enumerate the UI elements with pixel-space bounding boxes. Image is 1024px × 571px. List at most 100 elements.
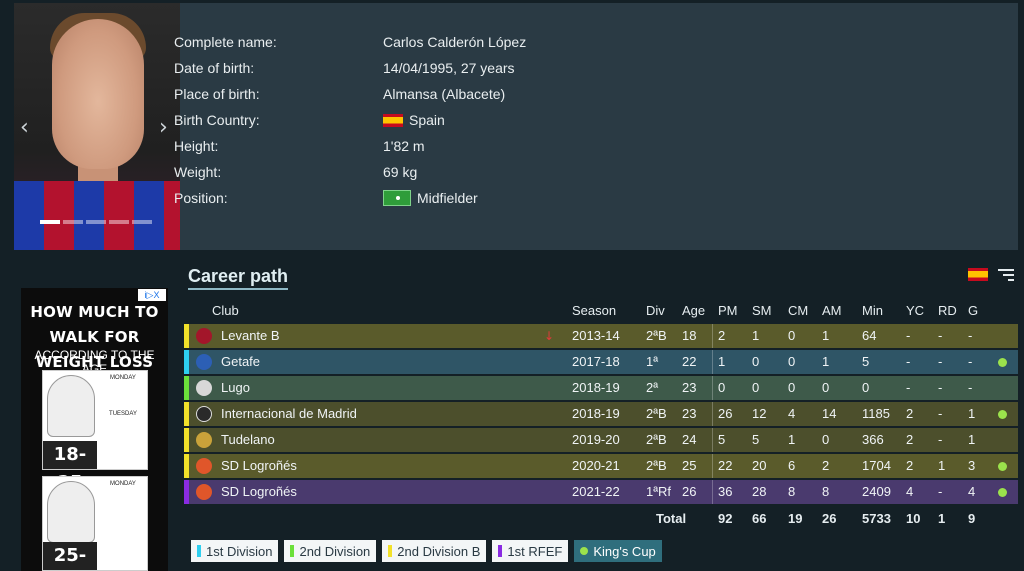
total-yc: 10 [906, 511, 921, 526]
col-sm[interactable]: SM [752, 303, 772, 318]
advertisement[interactable]: i▷X HOW MUCH TO WALK FOR WEIGHT LOSS ACC… [21, 288, 168, 571]
photo-face [52, 19, 144, 169]
club-name[interactable]: Levante B [221, 328, 280, 343]
photo-dot[interactable] [63, 220, 83, 224]
cell-yc: 2 [906, 406, 914, 421]
divider [712, 402, 713, 426]
filter-icon[interactable] [998, 268, 1014, 281]
cell-g: 4 [968, 484, 976, 499]
info-row-name: Complete name: Carlos Calderón López [174, 34, 974, 60]
photo-dot[interactable] [109, 220, 129, 224]
col-am[interactable]: AM [822, 303, 842, 318]
division-bar [184, 428, 189, 452]
info-label: Weight: [174, 164, 222, 180]
cell-div: 2ª [646, 380, 659, 395]
cell-div: 2ªB [646, 458, 667, 473]
cell-div: 1ªRf [646, 484, 672, 499]
total-pm: 92 [718, 511, 733, 526]
cell-rd: - [938, 484, 943, 499]
career-table: Levante B ↓ 2013-14 2ªB 18 2 1 0 1 64 - … [184, 324, 1018, 506]
col-yc[interactable]: YC [906, 303, 925, 318]
cell-sm: 1 [752, 328, 760, 343]
cell-yc: 2 [906, 458, 914, 473]
cell-min: 0 [862, 380, 870, 395]
cell-pm: 36 [718, 484, 733, 499]
table-row[interactable]: Internacional de Madrid 2018-19 2ªB 23 2… [184, 402, 1018, 426]
cell-rd: 1 [938, 458, 946, 473]
kings-cup-dot-icon [580, 547, 589, 555]
cell-age: 25 [682, 458, 697, 473]
ad-age: 18-25 [43, 441, 97, 493]
spain-flag-icon[interactable] [968, 268, 988, 281]
cell-cm: 6 [788, 458, 796, 473]
photo-dot[interactable] [86, 220, 106, 224]
cell-g: - [968, 354, 973, 369]
cell-sm: 12 [752, 406, 767, 421]
photo-pager [40, 220, 152, 224]
club-name[interactable]: Tudelano [221, 432, 275, 447]
legend-label: 2nd Division [299, 543, 371, 559]
loan-arrow-icon: ↓ [544, 329, 555, 343]
cell-div: 2ªB [646, 406, 667, 421]
col-rd[interactable]: RD [938, 303, 957, 318]
club-name[interactable]: Getafe [221, 354, 261, 369]
player-card: ‹ › [14, 3, 1018, 250]
cell-season: 2018-19 [572, 406, 620, 421]
col-cm[interactable]: CM [788, 303, 809, 318]
col-g[interactable]: G [968, 303, 979, 318]
body-figure-icon [47, 375, 95, 437]
col-min[interactable]: Min [862, 303, 883, 318]
legend-label: 1st RFEF [507, 543, 563, 559]
ad-choices-icon[interactable]: i▷X [138, 289, 166, 301]
info-value: Almansa (Albacete) [383, 86, 506, 102]
col-pm[interactable]: PM [718, 303, 738, 318]
table-row[interactable]: Getafe 2017-18 1ª 22 1 0 0 1 5 - - - [184, 350, 1018, 374]
cell-pm: 26 [718, 406, 733, 421]
info-label: Date of birth: [174, 60, 255, 76]
cell-min: 1704 [862, 458, 891, 473]
table-row[interactable]: Levante B ↓ 2013-14 2ªB 18 2 1 0 1 64 - … [184, 324, 1018, 348]
ad-age: 25-35 [43, 542, 97, 570]
col-div[interactable]: Div [646, 303, 665, 318]
ad-panel: MONDAY 25-35 [42, 476, 148, 571]
total-sm: 66 [752, 511, 767, 526]
country-name: Spain [409, 112, 445, 128]
col-age[interactable]: Age [682, 303, 706, 318]
cell-cm: 0 [788, 328, 796, 343]
legend-swatch [290, 545, 295, 557]
col-season[interactable]: Season [572, 303, 617, 318]
table-row[interactable]: Tudelano 2019-20 2ªB 24 5 5 1 0 366 2 - … [184, 428, 1018, 452]
logrones-crest-icon [196, 484, 212, 500]
info-value: Carlos Calderón López [383, 34, 527, 50]
cell-am: 0 [822, 380, 830, 395]
player-info: Complete name: Carlos Calderón López Dat… [174, 34, 974, 216]
info-row-position: Position: Midfielder [174, 190, 974, 216]
legend-label: 2nd Division B [397, 543, 481, 559]
table-row[interactable]: SD Logroñés 2020-21 2ªB 25 22 20 6 2 170… [184, 454, 1018, 478]
pitch-position-icon [383, 190, 411, 206]
prev-photo-icon[interactable]: ‹ [20, 115, 29, 140]
photo-dot[interactable] [132, 220, 152, 224]
logrones-crest-icon [196, 458, 212, 474]
club-name[interactable]: Lugo [221, 380, 250, 395]
info-row-height: Height: 1'82 m [174, 138, 974, 164]
total-min: 5733 [862, 511, 891, 526]
table-row[interactable]: SD Logroñés 2021-22 1ªRf 26 36 28 8 8 24… [184, 480, 1018, 504]
club-name[interactable]: SD Logroñés [221, 458, 297, 473]
cell-am: 8 [822, 484, 830, 499]
total-label: Total [656, 511, 687, 526]
cell-yc: 2 [906, 432, 914, 447]
cell-cm: 1 [788, 432, 796, 447]
club-name[interactable]: SD Logroñés [221, 484, 297, 499]
col-club[interactable]: Club [212, 303, 239, 318]
legend-first-division: 1st Division [191, 540, 279, 562]
photo-dot[interactable] [40, 220, 60, 224]
divider [712, 376, 713, 400]
cell-div: 1ª [646, 354, 659, 369]
career-tools [968, 268, 1014, 281]
next-photo-icon[interactable]: › [159, 115, 168, 140]
table-row[interactable]: Lugo 2018-19 2ª 23 0 0 0 0 0 - - - [184, 376, 1018, 400]
club-name[interactable]: Internacional de Madrid [221, 406, 357, 421]
total-am: 26 [822, 511, 837, 526]
